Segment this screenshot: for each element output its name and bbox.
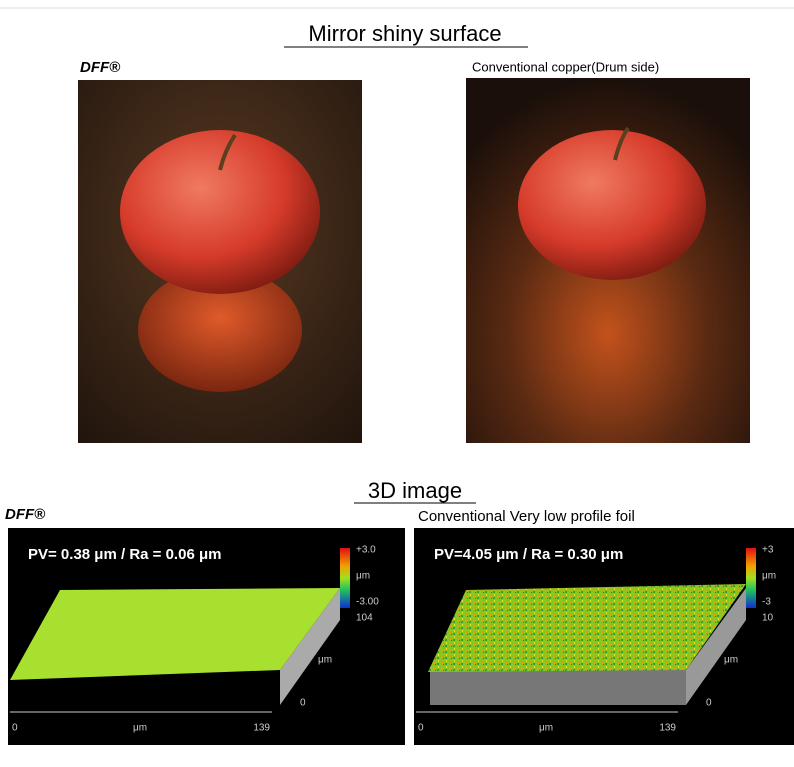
photo bbox=[466, 78, 750, 443]
x-axis-label: μm bbox=[133, 723, 147, 734]
scale-label: μm bbox=[762, 571, 776, 582]
x-axis-label: 139 bbox=[253, 723, 270, 734]
title: Mirror shiny surface bbox=[308, 21, 501, 46]
photo bbox=[78, 80, 362, 443]
photo-caption: DFF® bbox=[80, 59, 121, 76]
scale-label: μm bbox=[356, 571, 370, 582]
x-axis-label: 0 bbox=[418, 723, 424, 734]
x-axis-label: 139 bbox=[659, 723, 676, 734]
color-bar bbox=[340, 548, 350, 608]
measure: PV= 0.38 μm / Ra = 0.06 μm bbox=[28, 546, 221, 563]
scale-label: +3.0 bbox=[356, 545, 376, 556]
scale-label: -3 bbox=[762, 597, 771, 608]
measure: PV=4.05 μm / Ra = 0.30 μm bbox=[434, 546, 623, 563]
y-axis-label: μm bbox=[724, 655, 738, 666]
x-axis-label: 0 bbox=[12, 723, 18, 734]
scale-label: 10 bbox=[762, 613, 774, 624]
panel-caption: DFF® bbox=[5, 506, 46, 523]
surface-panel: PV= 0.38 μm / Ra = 0.06 μm +3.0 μm -3.00 104… bbox=[8, 528, 405, 745]
surface-panel: PV=4.05 μm / Ra = 0.30 μm +3 μm -3 10 0 μm 139 μ… bbox=[414, 528, 794, 745]
x-axis-label: μm bbox=[539, 723, 553, 734]
panel-caption: Conventional Very low profile foil bbox=[418, 508, 635, 525]
y-axis-label: μm bbox=[318, 655, 332, 666]
color-bar bbox=[746, 548, 756, 608]
scale-label: -3.00 bbox=[356, 597, 379, 608]
section-title: 3D image bbox=[368, 478, 462, 503]
photo-caption: Conventional copper(Drum side) bbox=[472, 59, 659, 74]
scale-label: +3 bbox=[762, 545, 774, 556]
y-axis-label: 0 bbox=[706, 698, 712, 709]
scale-label: 104 bbox=[356, 613, 373, 624]
y-axis-label: 0 bbox=[300, 698, 306, 709]
